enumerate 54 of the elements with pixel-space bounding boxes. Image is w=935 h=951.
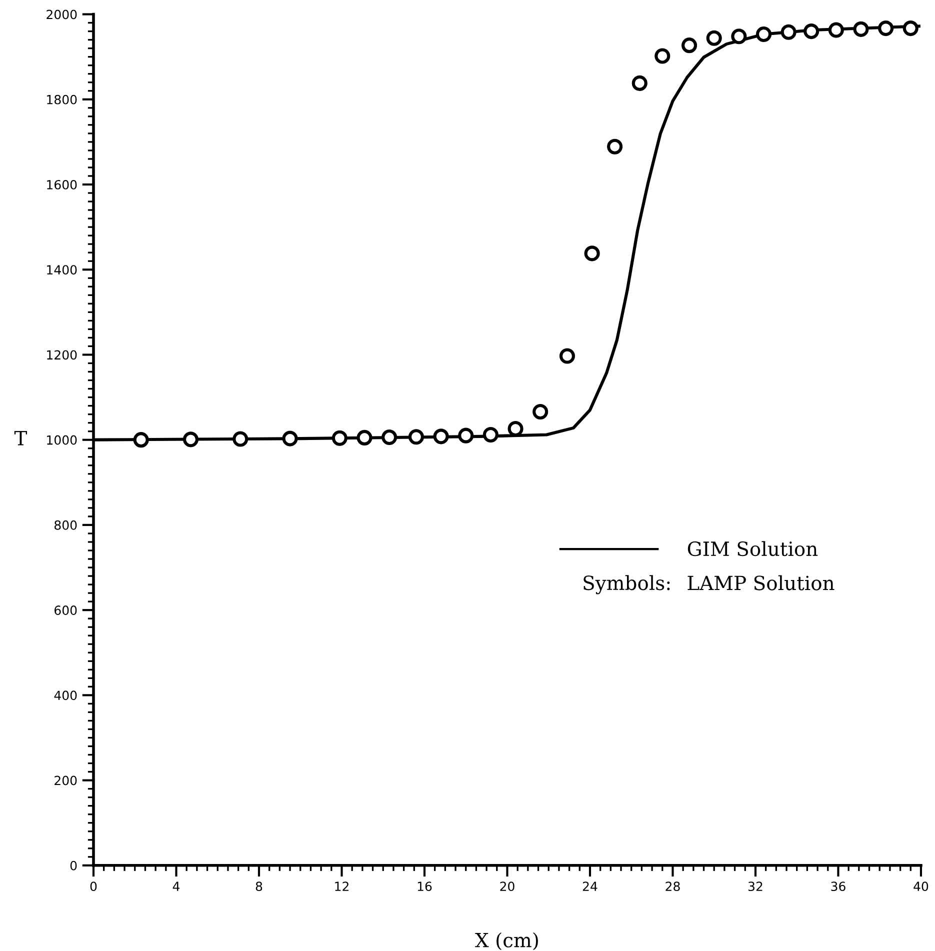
point bbox=[654, 48, 670, 64]
x-tick-label: 32 bbox=[748, 882, 762, 892]
point bbox=[584, 246, 600, 262]
point bbox=[133, 432, 149, 448]
x-tick-label: 36 bbox=[831, 882, 846, 892]
y-axis-title: T bbox=[14, 431, 28, 446]
annotation: LAMP Solution bbox=[688, 575, 834, 590]
y-tick-label: 1600 bbox=[47, 180, 77, 190]
x-tick-label: 16 bbox=[418, 882, 432, 892]
y-tick-label: 1800 bbox=[47, 94, 77, 104]
y-tick-label: 1000 bbox=[47, 435, 77, 445]
x-tick-label: 20 bbox=[500, 882, 514, 892]
point bbox=[232, 431, 248, 447]
legend-label: GIM Solution bbox=[688, 541, 818, 556]
point bbox=[559, 348, 576, 364]
y-tick-label: 800 bbox=[54, 520, 77, 530]
point bbox=[780, 24, 796, 40]
x-axis-title: X (cm) bbox=[475, 932, 538, 950]
point bbox=[282, 430, 298, 446]
point bbox=[458, 428, 474, 444]
point bbox=[731, 28, 747, 44]
x-tick-label: 28 bbox=[666, 882, 680, 892]
point bbox=[706, 30, 722, 46]
point bbox=[853, 21, 869, 37]
point bbox=[182, 432, 199, 448]
point bbox=[632, 75, 648, 91]
point bbox=[532, 404, 548, 420]
y-tick-label: 0 bbox=[70, 860, 77, 870]
y-tick-label: 1200 bbox=[47, 350, 77, 360]
point bbox=[332, 430, 348, 446]
point bbox=[902, 20, 918, 36]
x-tick-label: 24 bbox=[582, 882, 598, 891]
point bbox=[878, 20, 894, 36]
point bbox=[756, 26, 772, 42]
y-tick-label: 600 bbox=[54, 606, 77, 615]
y-tick-label: 200 bbox=[54, 776, 77, 786]
y-tick-label: 1400 bbox=[47, 265, 77, 275]
annotation: Symbols: bbox=[584, 575, 670, 594]
point bbox=[408, 429, 424, 445]
y-tick-label: 2000 bbox=[46, 10, 77, 20]
x-tick-label: 8 bbox=[256, 882, 262, 892]
x-tick-label: 40 bbox=[914, 882, 928, 892]
point bbox=[382, 430, 398, 446]
point bbox=[433, 428, 449, 444]
point bbox=[607, 138, 623, 154]
point bbox=[682, 38, 698, 54]
point bbox=[828, 22, 844, 38]
x-tick-label: 0 bbox=[90, 882, 97, 892]
point bbox=[356, 430, 372, 446]
point bbox=[804, 24, 820, 40]
point bbox=[482, 426, 498, 443]
y-tick-label: 400 bbox=[54, 690, 77, 700]
x-tick-label: 4 bbox=[172, 882, 180, 891]
x-tick-label: 12 bbox=[335, 882, 348, 891]
